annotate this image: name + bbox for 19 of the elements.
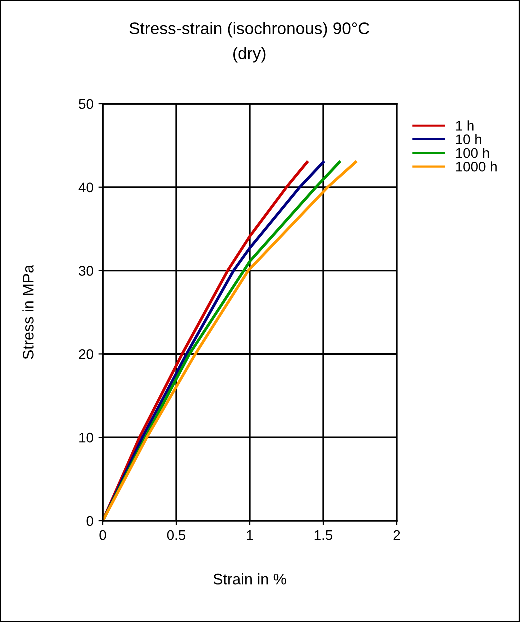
y-axis-title: Stress in MPa <box>22 264 34 360</box>
y-tick-label: 20 <box>79 350 94 360</box>
x-tick-label: 2 <box>394 530 400 540</box>
chart-subtitle: (dry) <box>234 47 266 63</box>
legend-label: 1000 h <box>456 162 497 172</box>
y-tick-label: 30 <box>79 266 94 276</box>
legend-label: 10 h <box>456 134 482 145</box>
x-tick-label: 0.5 <box>167 530 186 540</box>
chart-title: Stress-strain (isochronous) 90°C <box>130 22 370 38</box>
legend-label: 1 h <box>456 120 474 131</box>
y-tick-label: 10 <box>80 432 94 443</box>
x-tick-label: 0 <box>100 530 106 540</box>
x-tick-label: 1.5 <box>314 530 333 540</box>
x-tick-label: 1 <box>247 530 254 540</box>
y-tick-label: 40 <box>78 182 94 193</box>
x-axis-title: Strain in % <box>214 574 286 585</box>
y-tick-label: 0 <box>86 516 94 526</box>
legend-label: 100 h <box>456 148 490 158</box>
y-tick-label: 50 <box>79 99 94 110</box>
